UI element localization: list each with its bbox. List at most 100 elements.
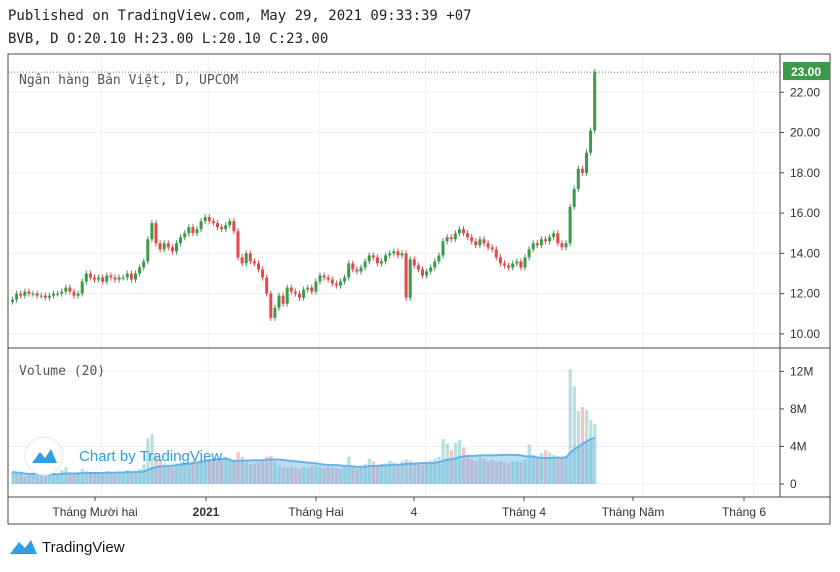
volume-bar [560,457,564,484]
cloud-icon [32,449,57,463]
candle-body [343,277,347,282]
volume-bar [351,467,355,484]
volume-bar [121,472,125,484]
volume-bar [129,473,134,484]
candle-body [494,249,498,258]
volume-bar [224,456,228,484]
volume-bar [494,461,499,484]
volume-bar [539,453,544,484]
volume-bar [232,460,236,484]
candle-body [470,237,474,242]
price-axis: 10.00 12.00 14.00 16.00 18.00 20.00 22.00 [780,85,820,341]
chart-frame [7,53,831,525]
volume-bar [503,462,507,484]
volume-bar [453,442,458,484]
candle-body [519,261,523,268]
candle-body [535,243,539,246]
candle-body [339,281,342,286]
volume-bar [236,452,240,484]
candle-body [142,261,146,268]
candle-body [252,261,256,264]
price-tick-label: 22.00 [790,85,820,99]
candle-body [580,168,584,173]
candle-body [125,273,129,278]
volume-bar [318,467,322,484]
candle-body [15,293,19,300]
volume-bar [531,454,535,484]
candle-body [515,261,519,264]
volume-bar [76,471,80,484]
candle-body [564,243,568,248]
candle-body [544,239,547,242]
candle-body [179,237,183,244]
candle-body [117,277,121,280]
volume-bar [462,447,466,484]
volume-bar [548,452,552,484]
candle-body [511,263,515,268]
volume-bar [363,464,367,484]
volume-bar [302,467,306,484]
volume-bar [191,460,195,484]
volume-bars [11,369,597,484]
candle-body [302,289,306,298]
candle-body [101,277,105,282]
volume-bar [97,473,101,484]
volume-bar [486,461,490,484]
candle-body [97,277,101,280]
volume-bar [15,473,19,484]
candle-body [457,229,461,234]
candle-body [158,243,162,250]
candle-body [232,221,236,232]
volume-bar [371,461,376,484]
candle-body [162,243,166,250]
volume-bar [134,470,138,484]
volume-bar [449,450,453,484]
candle-body [359,267,363,272]
candle-body [306,287,310,290]
candle-body [76,293,80,296]
volume-bar [31,472,35,484]
candle-body [277,295,281,308]
tradingview-cloud-icon [10,540,37,554]
candle-body [248,253,252,262]
tradingview-logo[interactable]: TradingView [8,538,125,556]
candle-body [80,281,84,294]
volume-bar [11,471,15,484]
candle-body [154,223,158,244]
candle-body [105,275,109,282]
volume-tick-label: 8M [790,402,807,416]
volume-bar [339,468,343,484]
candle-body [539,239,543,246]
candle-body [72,291,76,296]
volume-bar [498,460,503,484]
candle-body [298,293,301,298]
volume-bar [203,458,207,484]
volume-bar [490,459,494,484]
candle-body [453,233,457,240]
volume-bar [343,466,347,484]
volume-bar [105,470,109,484]
volume-bar [179,462,183,484]
candle-body [486,243,490,248]
volume-bar [421,465,425,484]
volume-bar [273,461,277,484]
volume-bar [466,454,470,484]
volume-bar [375,465,380,484]
volume-bar [314,465,318,484]
volume-bar [437,456,441,484]
volume-bar [347,456,351,484]
candle-body [199,221,203,230]
candle-body [39,295,43,297]
volume-bar [117,471,121,484]
candle-body [347,263,351,278]
volume-bar [285,468,289,484]
candle-body [191,227,195,234]
volume-bar [187,462,191,484]
volume-bar [154,454,158,484]
candle-body [482,239,486,244]
candle-body [220,227,224,230]
candle-body [322,275,326,278]
volume-bar [257,462,261,484]
volume-bar [535,456,540,484]
